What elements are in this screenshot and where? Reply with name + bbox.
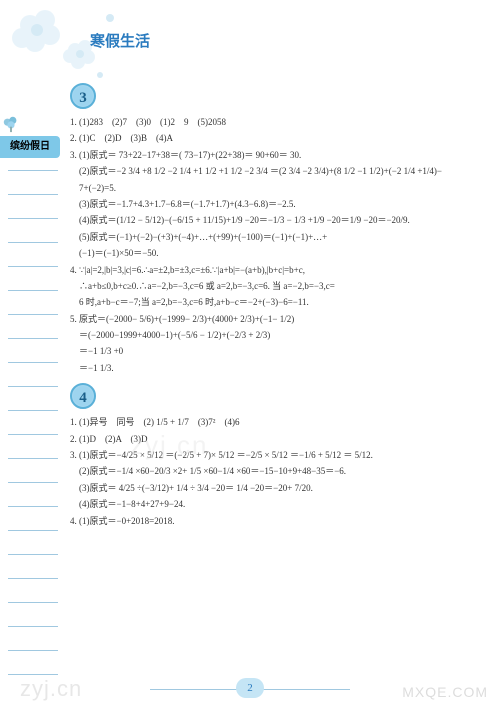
notebook-lines xyxy=(8,170,58,698)
notebook-line xyxy=(8,650,58,651)
watermark-bottom-left: zyj.cn xyxy=(20,676,82,702)
sidebar: 缤纷假日 xyxy=(0,100,60,700)
notebook-line xyxy=(8,338,58,339)
problem-line: 1. (1)异号 同号 (2) 1/5 + 1/7 (3)7² (4)6 xyxy=(70,415,480,429)
notebook-line xyxy=(8,410,58,411)
watermark-bottom-right: MXQE.COM xyxy=(402,684,488,700)
problem-line: (5)原式＝(−1)+(−2)−(+3)+(−4)+…+(+99)+(−100)… xyxy=(70,230,480,244)
watermark-middle: zyj cn xyxy=(130,430,208,461)
notebook-line xyxy=(8,506,58,507)
notebook-line xyxy=(8,602,58,603)
problem-line: (2)原式＝−2 3/4 +8 1/2 −2 1/4 +1 1/2 +1 1/2… xyxy=(70,164,480,178)
notebook-line xyxy=(8,266,58,267)
problem-line: 4. ∵|a|=2,|b|=3,|c|=6.∴a=±2,b=±3,c=±6.∵|… xyxy=(70,263,480,277)
notebook-line xyxy=(8,242,58,243)
notebook-line xyxy=(8,194,58,195)
problem-line: (−1)＝(−1)×50＝−50. xyxy=(70,246,480,260)
problem-line: 1. (1)283 (2)7 (3)0 (1)2 9 (5)2058 xyxy=(70,115,480,129)
problem-line: 3. (1)原式＝ 73+22−17+38＝( 73−17)+(22+38)＝ … xyxy=(70,148,480,162)
problem-line: 6 时,a+b−c＝−7;当 a=2,b=−3,c=6 时,a+b−c＝−2+(… xyxy=(70,295,480,309)
notebook-line xyxy=(8,290,58,291)
problem-line: 2. (1)C (2)D (3)B (4)A xyxy=(70,131,480,145)
problem-line: (3)原式＝ 4/25 ÷(−3/12)+ 1/4 ÷ 3/4 −20＝ 1/4… xyxy=(70,481,480,495)
problem-line: ＝−1 1/3. xyxy=(70,361,480,375)
page-number: 2 xyxy=(236,678,264,698)
notebook-line xyxy=(8,626,58,627)
notebook-line xyxy=(8,674,58,675)
notebook-line xyxy=(8,434,58,435)
notebook-line xyxy=(8,458,58,459)
holiday-tag: 缤纷假日 xyxy=(0,136,60,158)
notebook-line xyxy=(8,218,58,219)
notebook-line xyxy=(8,362,58,363)
section-number-circle: 3 xyxy=(70,83,96,109)
page-title: 寒假生活 xyxy=(90,30,150,51)
problem-line: (3)原式＝−1.7+4.3+1.7−6.8＝(−1.7+1.7)+(4.3−6… xyxy=(70,197,480,211)
notebook-line xyxy=(8,578,58,579)
notebook-line xyxy=(8,386,58,387)
notebook-line xyxy=(8,314,58,315)
notebook-line xyxy=(8,482,58,483)
problem-line: (2)原式＝−1/4 ×60−20/3 ×2+ 1/5 ×60−1/4 ×60＝… xyxy=(70,464,480,478)
content-area: 3 1. (1)283 (2)7 (3)0 (1)2 9 (5)2058 2. (1… xyxy=(70,75,480,530)
problem-line: 7+(−2)=5. xyxy=(70,181,480,195)
problem-line: (4)原式＝−1−8+4+27+9−24. xyxy=(70,497,480,511)
tree-icon xyxy=(2,115,20,133)
notebook-line xyxy=(8,170,58,171)
problem-line: ∴a+b≤0,b+c≥0.∴a=−2,b=−3,c=6 或 a=2,b=−3,c… xyxy=(70,279,480,293)
problem-line: ＝(−2000−1999+4000−1)+(−5/6 − 1/2)+(−2/3 … xyxy=(70,328,480,342)
problem-line: 5. 原式＝(−2000− 5/6)+(−1999− 2/3)+(4000+ 2… xyxy=(70,312,480,326)
problem-line: 4. (1)原式＝−0+2018=2018. xyxy=(70,514,480,528)
notebook-line xyxy=(8,554,58,555)
section-number-circle: 4 xyxy=(70,383,96,409)
problem-line: (4)原式＝(1/12 − 5/12)−(−6/15 + 11/15)+1/9 … xyxy=(70,213,480,227)
problem-line: ＝−1 1/3 +0 xyxy=(70,344,480,358)
notebook-line xyxy=(8,530,58,531)
